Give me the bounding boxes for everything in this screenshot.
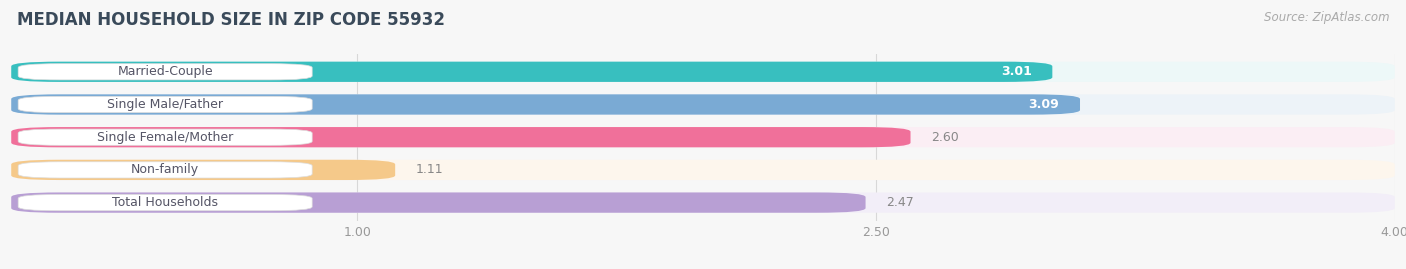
Text: MEDIAN HOUSEHOLD SIZE IN ZIP CODE 55932: MEDIAN HOUSEHOLD SIZE IN ZIP CODE 55932 [17, 11, 444, 29]
Text: Total Households: Total Households [112, 196, 218, 209]
FancyBboxPatch shape [18, 64, 312, 80]
Text: 2.47: 2.47 [886, 196, 914, 209]
Text: Single Female/Mother: Single Female/Mother [97, 131, 233, 144]
FancyBboxPatch shape [11, 192, 1395, 213]
Text: Source: ZipAtlas.com: Source: ZipAtlas.com [1264, 11, 1389, 24]
Text: Single Male/Father: Single Male/Father [107, 98, 224, 111]
FancyBboxPatch shape [11, 160, 395, 180]
FancyBboxPatch shape [11, 62, 1052, 82]
Text: Non-family: Non-family [131, 163, 200, 176]
Text: 2.60: 2.60 [931, 131, 959, 144]
Text: 1.11: 1.11 [416, 163, 443, 176]
FancyBboxPatch shape [11, 62, 1395, 82]
FancyBboxPatch shape [18, 129, 312, 145]
Text: 3.09: 3.09 [1029, 98, 1059, 111]
FancyBboxPatch shape [18, 194, 312, 211]
FancyBboxPatch shape [18, 162, 312, 178]
FancyBboxPatch shape [11, 127, 911, 147]
FancyBboxPatch shape [11, 160, 1395, 180]
FancyBboxPatch shape [18, 96, 312, 113]
FancyBboxPatch shape [11, 127, 1395, 147]
FancyBboxPatch shape [11, 94, 1080, 115]
FancyBboxPatch shape [11, 94, 1395, 115]
Text: 3.01: 3.01 [1001, 65, 1032, 78]
FancyBboxPatch shape [11, 192, 866, 213]
Text: Married-Couple: Married-Couple [117, 65, 212, 78]
